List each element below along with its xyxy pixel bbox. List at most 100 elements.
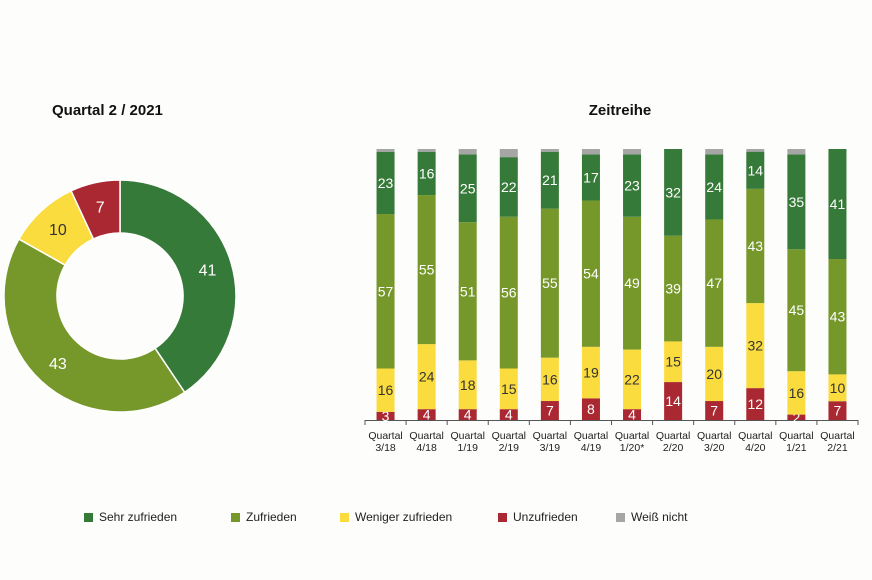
bar-segment-sehr-zufrieden [623,154,642,217]
bar-segment-unzufrieden [787,414,806,420]
bar-segment-unzufrieden [540,401,559,420]
legend-label-weniger-zufrieden: Weniger zufrieden [355,510,453,524]
bar-segment-unzufrieden [746,388,765,420]
bar-label-zufrieden: 54 [583,266,599,282]
x-tick-label: 3/20 [704,442,725,454]
legend-label-zufrieden: Zufrieden [246,510,297,524]
bar-label-unzufrieden: 7 [710,403,718,419]
bar-segment-sehr-zufrieden [376,151,395,215]
bar-label-unzufrieden: 7 [834,403,842,419]
bar-segment-sehr-zufrieden [458,154,477,223]
bar-label-zufrieden: 57 [378,283,394,299]
bar-label-weniger-zufrieden: 22 [624,371,640,387]
x-tick-label: Quartal [738,430,772,442]
donut-slice-sehr-zufrieden [119,179,237,394]
x-tick-label: 2/20 [663,442,684,454]
bar-segment-weniger-zufrieden [376,368,395,412]
x-tick-label: Quartal [492,430,526,442]
bar-label-sehr-zufrieden: 17 [583,169,599,185]
donut-chart-title: Quartal 2 / 2021 [52,102,163,119]
x-tick-label: 2/19 [499,442,520,454]
bar-label-weniger-zufrieden: 16 [378,382,394,398]
bar-segment-unzufrieden [623,409,642,420]
bar-label-sehr-zufrieden: 41 [830,196,846,212]
bar-label-sehr-zufrieden: 23 [378,175,394,191]
bar-segment-unzufrieden [376,411,395,420]
legend-swatch-sehr-zufrieden [84,512,93,522]
x-tick-label: 1/20* [620,442,645,454]
bar-segment-sehr-zufrieden [540,151,559,209]
x-tick-label: 1/21 [786,442,807,454]
bar-segment-sehr-zufrieden [581,154,600,201]
bar-segment-sehr-zufrieden [787,154,806,250]
bar-segment-zufrieden [417,195,436,345]
donut-label-unzufrieden: 7 [96,200,105,217]
bar-label-weniger-zufrieden: 32 [748,338,764,354]
bar-segment-sehr-zufrieden [499,157,518,217]
bar-segment-weniger-zufrieden [499,368,518,410]
bar-segment-zufrieden [828,259,847,375]
bar-label-zufrieden: 56 [501,285,517,301]
bar-segment-zufrieden [376,214,395,369]
bar-label-unzufrieden: 7 [546,403,554,419]
bar-segment-zufrieden [623,216,642,350]
bar-label-weniger-zufrieden: 24 [419,369,435,385]
legend-item-weniger-zufrieden: Weniger zufrieden [340,510,452,524]
x-tick-label: Quartal [820,430,854,442]
legend-label-sehr-zufrieden: Sehr zufrieden [99,510,178,524]
bar-segment-sehr-zufrieden [664,149,683,236]
bar-segment-zufrieden [787,249,806,372]
bar-segment-unzufrieden [664,382,683,420]
bar-segment-unzufrieden [417,409,436,420]
bar-segment-zufrieden [499,216,518,369]
bar-label-zufrieden: 43 [830,309,846,325]
bar-segment-weiss-nicht [623,149,642,155]
bar-segment-zufrieden [705,219,724,347]
bar-label-sehr-zufrieden: 35 [789,194,805,210]
legend: Sehr zufrieden Zufrieden Weniger zufried… [84,510,784,528]
legend-label-weiss-nicht: Weiß nicht [631,510,688,524]
legend-swatch-unzufrieden [498,512,507,522]
bar-segment-weiss-nicht [540,149,559,152]
bar-label-sehr-zufrieden: 32 [665,184,681,200]
bar-segment-weiss-nicht [417,149,436,152]
legend-swatch-weniger-zufrieden [340,512,349,522]
x-tick-label: 4/20 [745,442,766,454]
bar-label-sehr-zufrieden: 24 [706,179,722,195]
x-tick-label: Quartal [574,430,608,442]
legend-item-weiss-nicht: Weiß nicht [616,510,687,524]
bar-label-unzufrieden: 4 [464,407,472,423]
bar-label-zufrieden: 39 [665,281,681,297]
bar-label-unzufrieden: 4 [423,407,431,423]
x-tick-label: Quartal [409,430,443,442]
bar-label-unzufrieden: 4 [505,407,513,423]
bar-segment-zufrieden [746,188,765,304]
bar-label-unzufrieden: 14 [665,393,681,409]
bar-label-zufrieden: 55 [542,275,558,291]
x-tick-label: 3/19 [540,442,561,454]
x-tick-label: 2/21 [827,442,848,454]
legend-label-unzufrieden: Unzufrieden [513,510,578,524]
bar-label-unzufrieden: 3 [382,408,390,424]
donut-label-sehr-zufrieden: 41 [199,262,217,279]
legend-swatch-zufrieden [231,512,240,522]
bar-label-weniger-zufrieden: 18 [460,377,476,393]
bar-segment-unzufrieden [828,401,847,420]
bar-label-weniger-zufrieden: 20 [706,366,722,382]
bar-segment-weniger-zufrieden [787,371,806,415]
bar-label-weniger-zufrieden: 15 [501,381,517,397]
bar-segment-unzufrieden [581,398,600,420]
bar-segment-zufrieden [458,222,477,361]
bar-segment-sehr-zufrieden [705,154,724,220]
bar-label-sehr-zufrieden: 23 [624,178,640,194]
bar-label-sehr-zufrieden: 25 [460,180,476,196]
bar-segment-weniger-zufrieden [540,357,559,402]
bar-segment-weiss-nicht [705,149,724,155]
x-tick-label: 4/18 [416,442,437,454]
bar-segment-unzufrieden [705,401,724,420]
donut-chart: 41 43 10 7 [3,179,237,413]
bar-segment-weiss-nicht [376,149,395,152]
x-tick-label: Quartal [368,430,402,442]
bar-label-weniger-zufrieden: 19 [583,365,599,381]
bar-segment-unzufrieden [458,409,477,420]
